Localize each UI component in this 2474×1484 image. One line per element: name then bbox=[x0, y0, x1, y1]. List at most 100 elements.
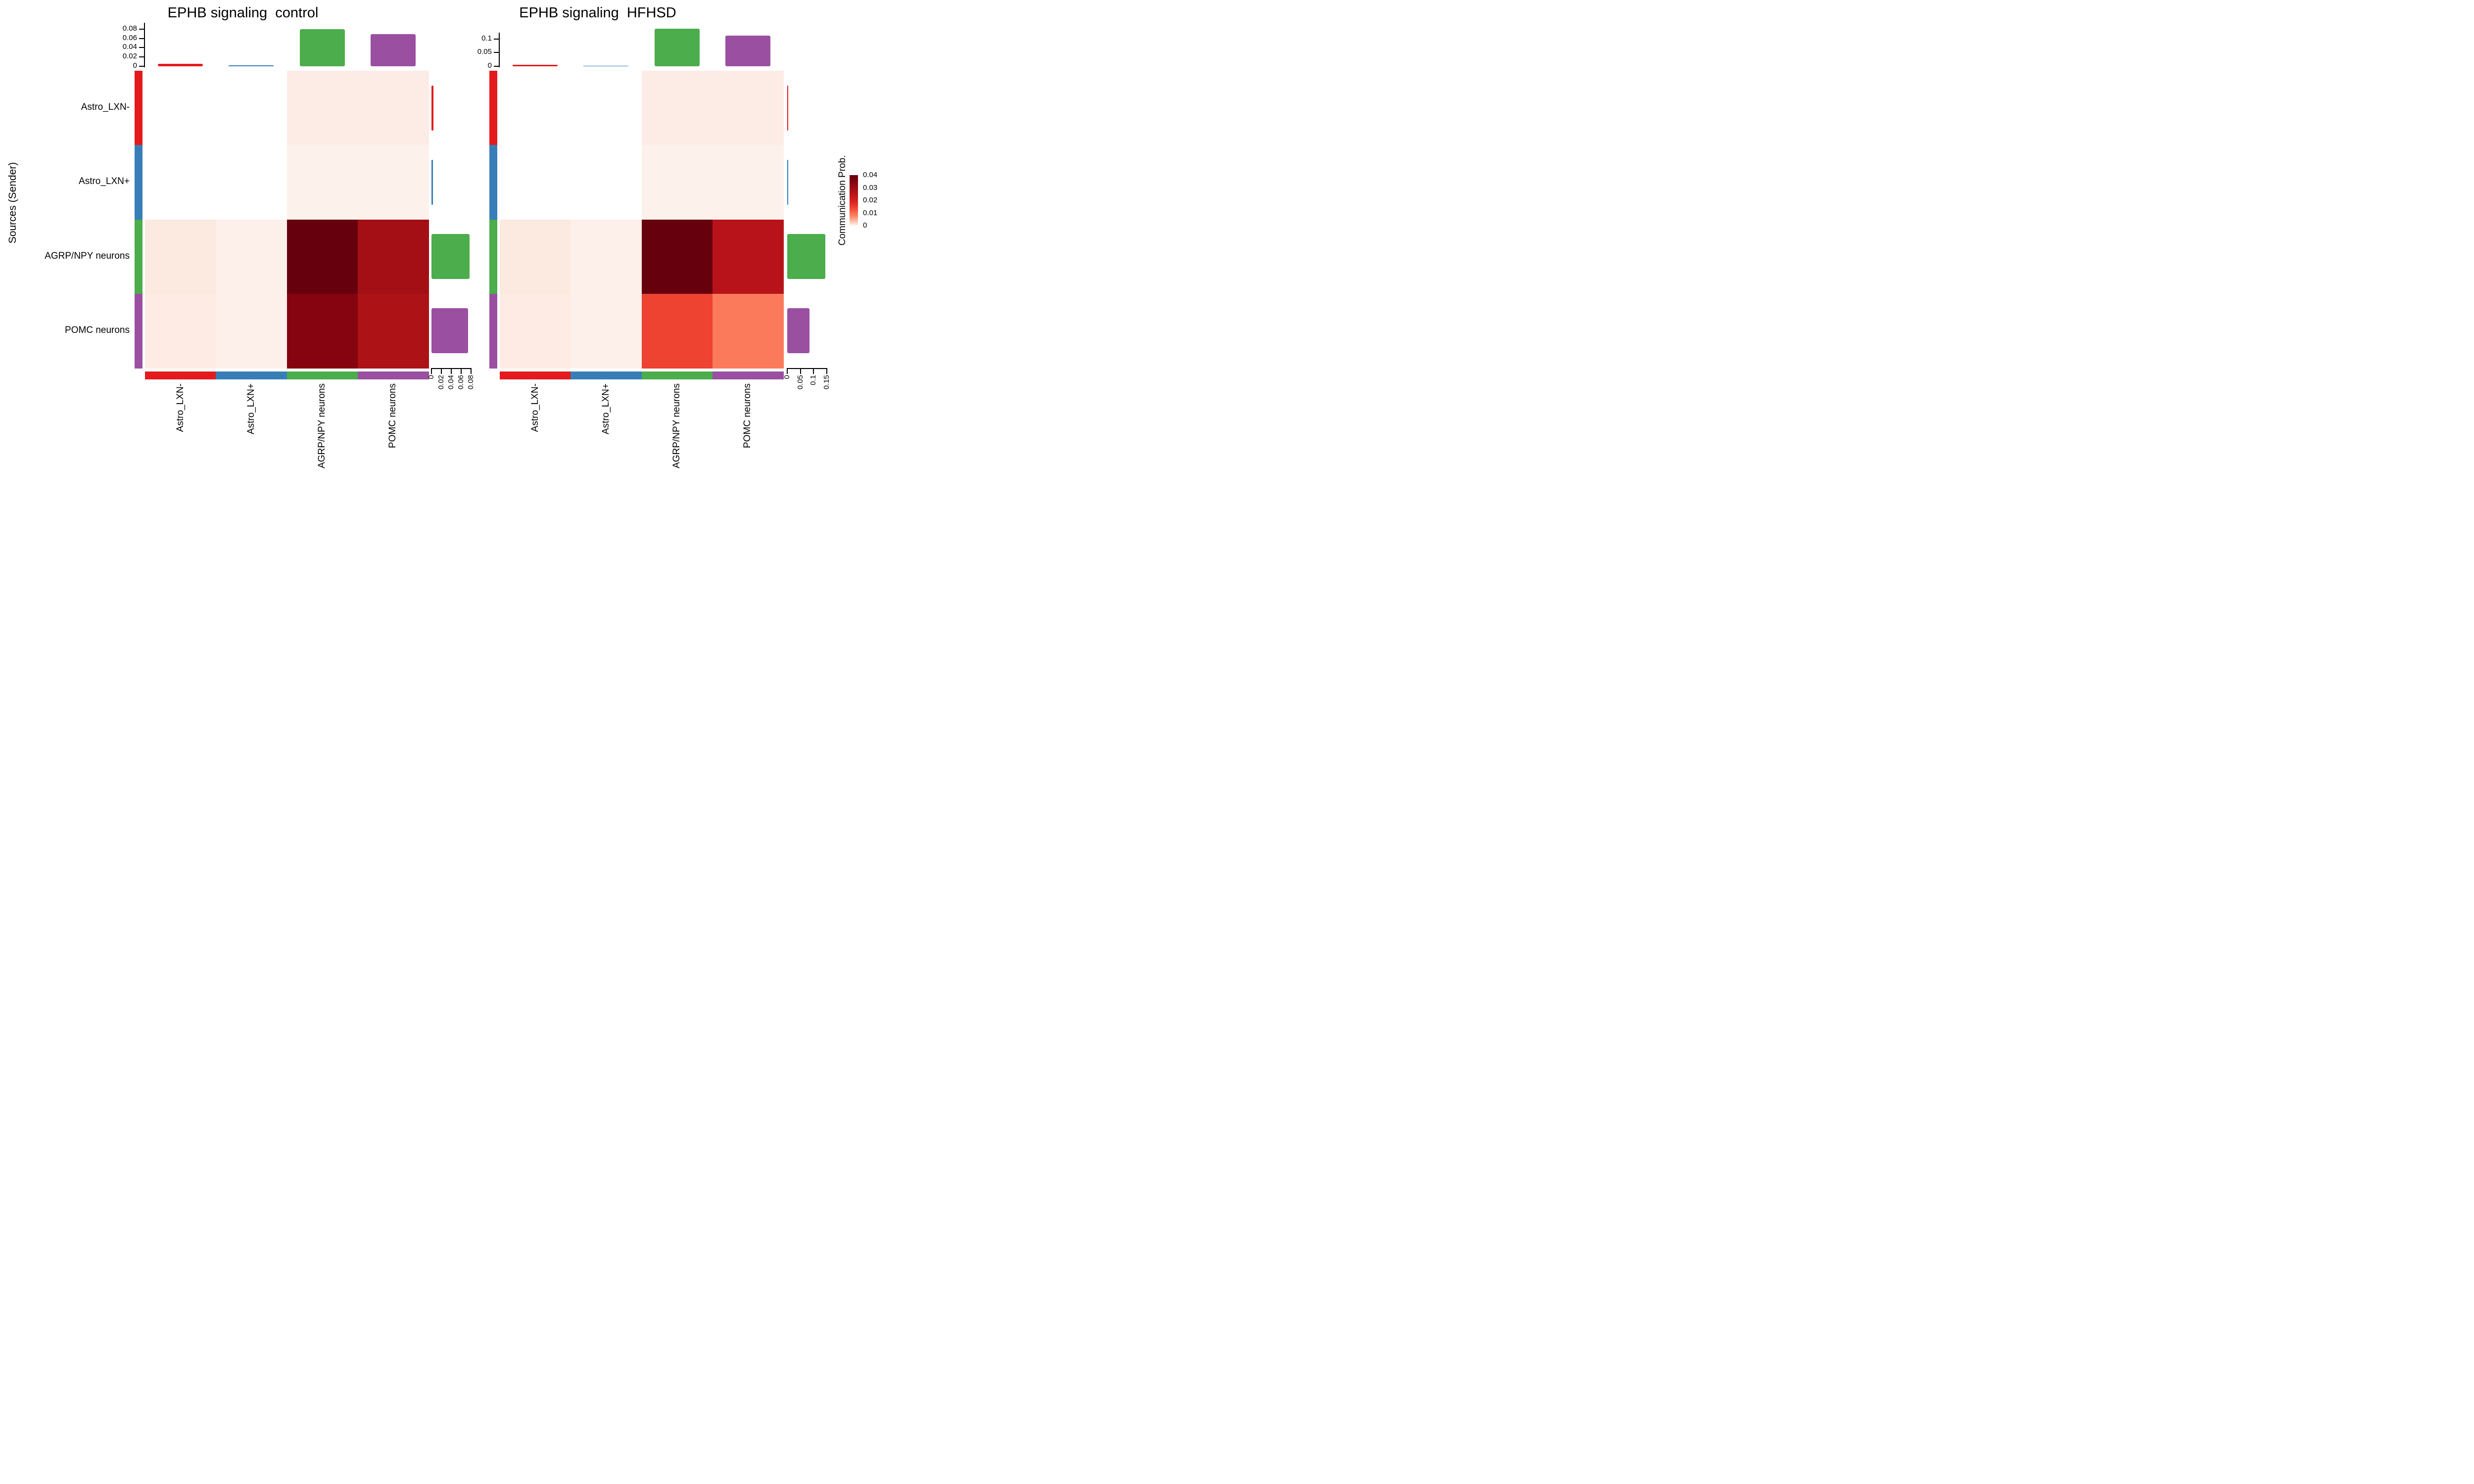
heatmap-cell bbox=[357, 219, 429, 294]
heatmap-cell bbox=[357, 145, 429, 220]
heatmap-cell bbox=[641, 293, 713, 369]
row-sum-axis-tick bbox=[431, 369, 432, 374]
col-strip-segment bbox=[216, 371, 287, 379]
heatmap-cell bbox=[641, 219, 713, 294]
col-strip-segment bbox=[357, 371, 429, 379]
row-sum-bar bbox=[431, 159, 433, 205]
legend-title: Communication Prob. bbox=[837, 155, 848, 246]
heatmap-cell bbox=[286, 219, 358, 294]
heatmap-cell bbox=[500, 219, 571, 294]
heatmap-cell bbox=[216, 219, 287, 294]
heatmap-cell bbox=[145, 219, 217, 294]
colorbar-tick-label: 0.03 bbox=[863, 183, 878, 192]
col-sum-axis-tick-label: 0.02 bbox=[122, 52, 137, 61]
row-label: Astro_LXN- bbox=[81, 102, 130, 113]
col-sum-axis-tick-label: 0 bbox=[487, 61, 492, 70]
row-sum-bar bbox=[431, 308, 468, 354]
col-strip-segment bbox=[641, 371, 713, 379]
row-sum-axis-tick-label: 0.06 bbox=[457, 375, 465, 390]
row-sum-bar bbox=[787, 308, 810, 354]
row-strip-segment bbox=[135, 219, 143, 294]
col-label: AGRP/NPY neurons bbox=[671, 383, 682, 468]
col-sum-axis-tick-label: 0.08 bbox=[122, 24, 137, 33]
heatmap-cell bbox=[712, 219, 784, 294]
colorbar-tick-label: 0.02 bbox=[863, 196, 878, 204]
col-sum-axis-tick-label: 0.1 bbox=[481, 34, 492, 43]
row-sum-axis-line bbox=[787, 368, 827, 369]
col-strip-segment bbox=[286, 371, 358, 379]
col-sum-axis-tick bbox=[139, 47, 144, 48]
col-sum-axis-tick bbox=[494, 52, 499, 53]
row-sum-axis-tick-label: 0.08 bbox=[467, 375, 475, 390]
col-label: POMC neurons bbox=[742, 383, 753, 448]
row-strip-segment bbox=[489, 293, 497, 369]
row-sum-axis-tick-label: 0.1 bbox=[809, 375, 818, 385]
plot-title-control: EPHB signaling control bbox=[167, 5, 319, 21]
heatmap-cell bbox=[641, 71, 713, 146]
col-label: AGRP/NPY neurons bbox=[317, 383, 328, 468]
row-strip-segment bbox=[489, 71, 497, 146]
row-sum-axis-tick-label: 0.04 bbox=[447, 375, 455, 390]
plot-title-HFHSD: EPHB signaling HFHSD bbox=[519, 5, 676, 21]
colorbar-tick-label: 0 bbox=[863, 221, 867, 230]
heatmap-cell bbox=[641, 145, 713, 220]
row-sum-axis-tick bbox=[471, 369, 472, 374]
row-sum-axis-tick bbox=[787, 369, 788, 374]
colorbar-tick-label: 0.01 bbox=[863, 208, 878, 217]
col-label: POMC neurons bbox=[387, 383, 398, 448]
col-sum-bar bbox=[158, 64, 203, 66]
heatmap-cell bbox=[571, 71, 642, 146]
row-sum-bar bbox=[431, 234, 470, 279]
col-sum-axis-tick-label: 0 bbox=[133, 61, 137, 70]
heatmap-cell bbox=[500, 293, 571, 369]
row-sum-axis-tick-label: 0 bbox=[783, 375, 791, 379]
col-label: Astro_LXN+ bbox=[245, 383, 256, 434]
heatmap-cell bbox=[357, 71, 429, 146]
col-sum-bar bbox=[654, 29, 700, 66]
row-sum-bar bbox=[431, 85, 433, 131]
col-sum-axis-tick bbox=[139, 28, 144, 30]
row-label: POMC neurons bbox=[65, 325, 130, 335]
row-sum-axis-tick-label: 0.02 bbox=[437, 375, 445, 390]
col-sum-axis-tick bbox=[139, 56, 144, 58]
col-sum-axis-tick bbox=[139, 66, 144, 67]
row-strip-segment bbox=[489, 145, 497, 220]
heatmap-cell bbox=[571, 219, 642, 294]
heatmap-cell bbox=[712, 293, 784, 369]
row-sum-axis-tick-label: 0.15 bbox=[822, 375, 831, 390]
figure-root: Sources (Sender) Communication Prob. EPH… bbox=[0, 0, 891, 495]
row-sum-bar bbox=[787, 234, 826, 279]
col-label: Astro_LXN- bbox=[529, 383, 540, 432]
col-sum-axis-tick-label: 0.05 bbox=[477, 47, 492, 56]
heatmap-cell bbox=[145, 71, 217, 146]
heatmap-cell bbox=[286, 293, 358, 369]
sources-sender-axis-title: Sources (Sender) bbox=[7, 162, 18, 244]
col-strip-segment bbox=[571, 371, 642, 379]
row-sum-axis-tick bbox=[441, 369, 442, 374]
row-label: AGRP/NPY neurons bbox=[45, 250, 130, 261]
col-sum-axis-tick bbox=[494, 66, 499, 67]
col-sum-axis-tick bbox=[494, 38, 499, 40]
row-strip-segment bbox=[135, 71, 143, 146]
col-sum-axis-line bbox=[144, 23, 145, 67]
heatmap-cell bbox=[500, 145, 571, 220]
row-label: Astro_LXN+ bbox=[79, 176, 130, 187]
col-label: Astro_LXN- bbox=[175, 383, 186, 432]
row-sum-axis-tick-label: 0 bbox=[427, 375, 435, 379]
row-sum-axis-tick bbox=[826, 369, 827, 374]
col-sum-bar bbox=[725, 36, 770, 66]
col-sum-bar bbox=[513, 65, 558, 66]
heatmap-cell bbox=[571, 145, 642, 220]
col-strip-segment bbox=[500, 371, 571, 379]
heatmap-cell bbox=[145, 293, 217, 369]
colorbar-gradient bbox=[850, 175, 858, 226]
row-strip-segment bbox=[135, 293, 143, 369]
heatmap-cell bbox=[357, 293, 429, 369]
row-sum-bar bbox=[787, 159, 788, 205]
col-label: Astro_LXN+ bbox=[600, 383, 611, 434]
heatmap-cell bbox=[286, 71, 358, 146]
row-sum-bar bbox=[787, 85, 789, 131]
row-sum-axis-tick bbox=[451, 369, 452, 374]
row-sum-axis-tick bbox=[461, 369, 462, 374]
col-sum-bar bbox=[583, 65, 629, 66]
